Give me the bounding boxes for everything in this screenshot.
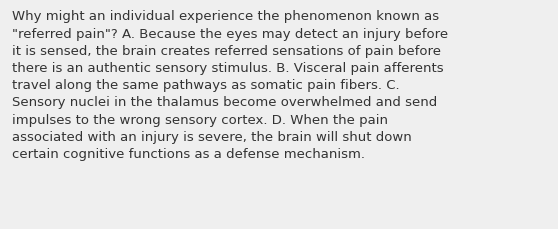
Text: Why might an individual experience the phenomenon known as
"referred pain"? A. B: Why might an individual experience the p… <box>12 10 449 160</box>
